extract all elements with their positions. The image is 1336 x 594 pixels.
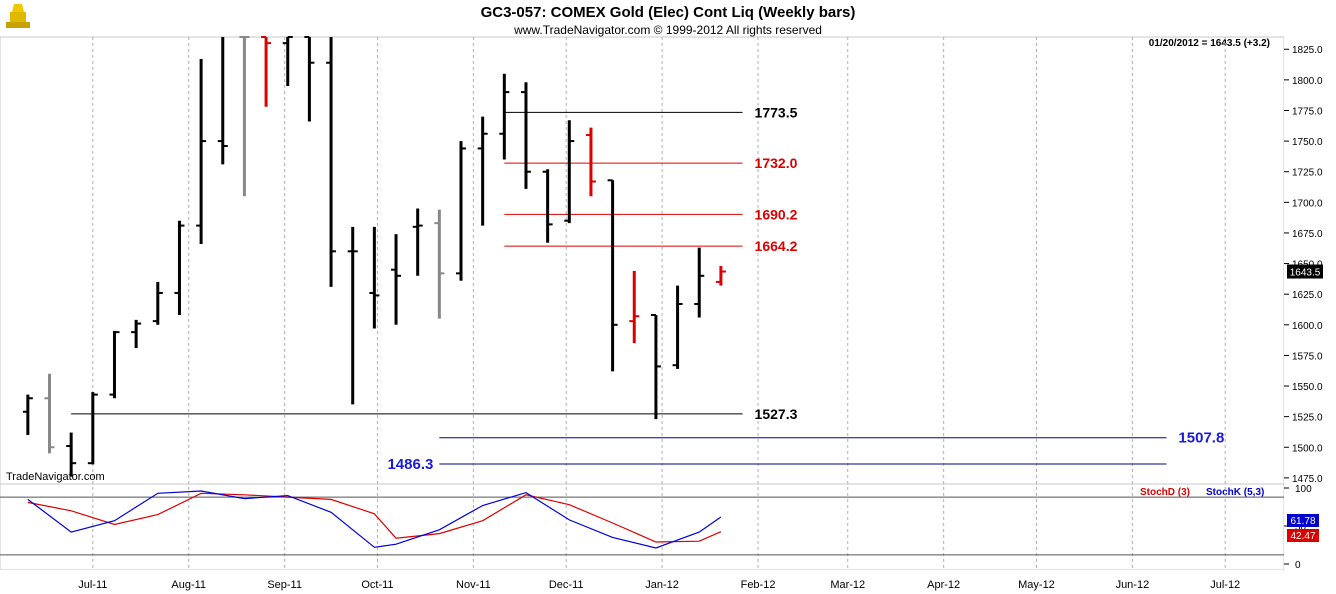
level-label: 1690.2 [755, 206, 798, 222]
date-axis [0, 570, 1284, 594]
ohlc-bar [434, 209, 445, 319]
price-tick-label: 1600.0 [1292, 321, 1323, 332]
ohlc-bar [22, 394, 33, 436]
stochd-value: 42.47 [1290, 531, 1315, 542]
ohlc-bar [44, 373, 55, 454]
ohlc-bar [174, 220, 185, 315]
ohlc-bar [715, 266, 726, 286]
ohlc-bar [650, 313, 661, 420]
ohlc-bar [672, 285, 683, 369]
ohlc-bar [347, 226, 358, 405]
ohlc-bar [369, 226, 380, 329]
stoch-tick-label: 0 [1295, 560, 1301, 571]
ohlc-bar [261, 36, 272, 107]
price-tick-label: 1825.0 [1292, 45, 1323, 56]
month-label: Feb-12 [741, 579, 776, 591]
ohlc-bar [499, 73, 510, 160]
month-label: Dec-11 [549, 579, 584, 591]
legend-stochd: StochD (3) [1140, 487, 1190, 498]
stochastic-lines [0, 490, 1284, 556]
copyright-text: www.TradeNavigator.com © 1999-2012 All r… [513, 23, 822, 37]
ohlc-bar [196, 59, 207, 244]
month-axis-ticks: Jul-11 Aug-11 Sep-11 Oct-11 Nov-11 Dec-11 Jan-… [78, 579, 1240, 591]
ohlc-bar [152, 281, 163, 325]
ohlc-bar [694, 247, 705, 318]
price-tick-label: 1725.0 [1292, 168, 1323, 179]
logo-icon [6, 4, 30, 28]
ohlc-bar [109, 330, 120, 399]
ohlc-bar [217, 37, 228, 165]
month-label: Jun-12 [1116, 579, 1150, 591]
last-price-marker: 1643.5 [1287, 264, 1323, 279]
watermark-text: TradeNavigator.com [6, 471, 105, 483]
ohlc-bar [542, 169, 553, 243]
month-label: Nov-11 [456, 579, 491, 591]
level-label: 1486.3 [387, 456, 433, 473]
price-tick-label: 1675.0 [1292, 229, 1323, 240]
ohlc-bar [520, 82, 531, 189]
price-tick-label: 1775.0 [1292, 106, 1323, 117]
price-tick-label: 1525.0 [1292, 413, 1323, 424]
price-bars [22, 36, 726, 477]
ohlc-bar [477, 116, 488, 226]
quote-text: 01/20/2012 = 1643.5 (+3.2) [1149, 38, 1270, 49]
stoch-series-line [27, 490, 722, 549]
ohlc-bar [629, 270, 640, 344]
chart-title: GC3-057: COMEX Gold (Elec) Cont Liq (Wee… [481, 4, 856, 21]
level-label: 1773.5 [755, 104, 798, 120]
price-tick-label: 1700.0 [1292, 198, 1323, 209]
ohlc-bar [326, 37, 337, 287]
price-axis [1284, 37, 1336, 484]
ohlc-bar [564, 120, 575, 224]
price-tick-label: 1800.0 [1292, 76, 1323, 87]
stoch-tick-label: 100 [1295, 484, 1312, 495]
legend-stochk: StochK (5,3) [1206, 487, 1264, 498]
month-label: Mar-12 [830, 579, 865, 591]
month-label: Aug-11 [171, 579, 206, 591]
month-label: Jul-12 [1210, 579, 1240, 591]
ohlc-bar [607, 179, 618, 372]
stoch-value-markers: 61.78 42.47 [1287, 514, 1319, 542]
ohlc-bar [456, 141, 467, 281]
ohlc-bar [239, 36, 250, 197]
month-label: May-12 [1018, 579, 1055, 591]
ohlc-bar [391, 234, 402, 325]
grid-lines [92, 37, 1226, 570]
level-label: 1664.2 [755, 238, 798, 254]
month-label: Jan-12 [645, 579, 679, 591]
level-label: 1527.3 [755, 406, 798, 422]
month-label: Sep-11 [267, 579, 302, 591]
level-label: 1507.8 [1178, 430, 1224, 447]
stoch-tick-label: 50 [1295, 522, 1307, 533]
price-tick-label: 1500.0 [1292, 443, 1323, 454]
ohlc-bar [282, 36, 293, 86]
level-label: 1732.0 [755, 155, 798, 171]
price-tick-label: 1750.0 [1292, 137, 1323, 148]
ohlc-bar [304, 36, 315, 122]
price-tick-label: 1625.0 [1292, 290, 1323, 301]
month-label: Apr-12 [927, 579, 960, 591]
stoch-panel [0, 483, 1285, 571]
stoch-series-line [27, 492, 722, 543]
ohlc-bar [66, 432, 77, 477]
ohlc-bar [585, 127, 596, 197]
month-label: Jul-11 [78, 579, 107, 591]
ohlc-bar [412, 208, 423, 276]
price-tick-label: 1575.0 [1292, 351, 1323, 362]
price-panel [0, 36, 1285, 485]
last-price-label: 1643.5 [1290, 268, 1321, 279]
ohlc-bar [87, 392, 98, 465]
price-tick-label: 1475.0 [1292, 474, 1323, 485]
price-tick-label: 1550.0 [1292, 382, 1323, 393]
month-label: Oct-11 [361, 579, 393, 591]
stochk-value: 61.78 [1290, 516, 1315, 527]
ohlc-bar [131, 319, 142, 349]
level-lines: 1773.5 1732.0 1690.2 1664.2 1527.3 1507.8 1486… [71, 104, 1224, 473]
